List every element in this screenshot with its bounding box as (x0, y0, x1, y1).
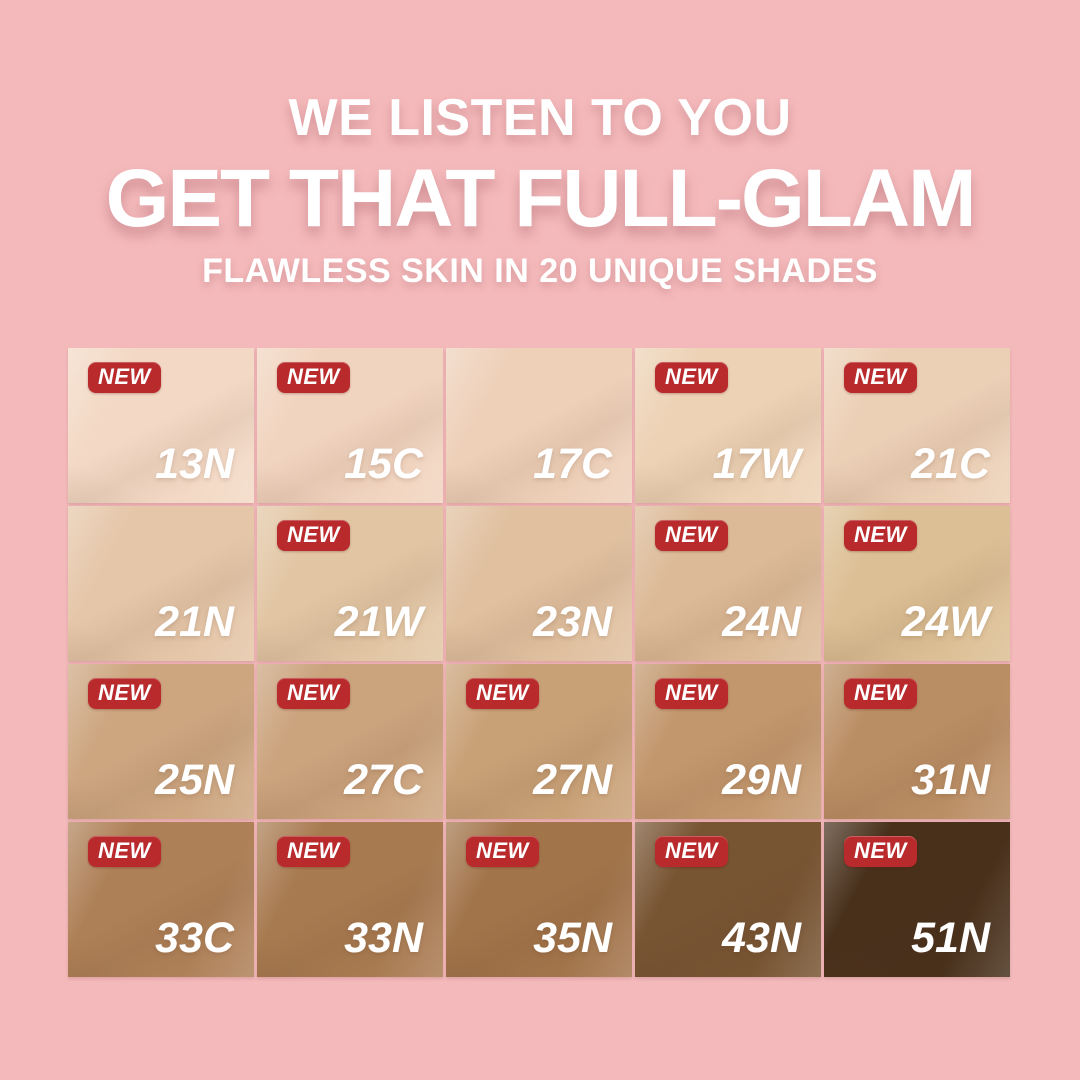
shade-code-label: 17C (533, 440, 612, 488)
shade-swatch: NEW 31N (824, 664, 1010, 819)
shade-code-label: 21W (334, 598, 423, 646)
shade-code-label: 27N (533, 756, 612, 804)
shade-swatch: NEW 27C (257, 664, 443, 819)
shade-code-label: 51N (911, 914, 990, 962)
new-badge: NEW (844, 678, 917, 710)
shade-code-label: 27C (344, 756, 423, 804)
new-badge: NEW (466, 836, 539, 868)
shade-code-label: 23N (533, 598, 612, 646)
shade-code-label: 17W (712, 440, 801, 488)
headline-subtitle: FLAWLESS SKIN IN 20 UNIQUE SHADES (202, 252, 878, 290)
shade-swatch: NEW 27N (446, 664, 632, 819)
shade-swatch: NEW 29N (635, 664, 821, 819)
shade-code-label: 29N (722, 756, 801, 804)
shade-code-label: 33N (344, 914, 423, 962)
new-badge: NEW (277, 520, 350, 552)
new-badge: NEW (466, 678, 539, 710)
shade-swatch: NEW 33N (257, 822, 443, 977)
shade-swatch: NEW 21N (68, 506, 254, 661)
shade-swatch: NEW 13N (68, 348, 254, 503)
shade-swatch: NEW 51N (824, 822, 1010, 977)
shade-swatch: NEW 17W (635, 348, 821, 503)
new-badge: NEW (844, 362, 917, 394)
shade-code-label: 21C (911, 440, 990, 488)
shade-swatch: NEW 21C (824, 348, 1010, 503)
new-badge: NEW (88, 836, 161, 868)
shade-code-label: 15C (344, 440, 423, 488)
shade-swatch: NEW 23N (446, 506, 632, 661)
new-badge: NEW (844, 836, 917, 868)
shade-code-label: 43N (722, 914, 801, 962)
shade-code-label: 33C (155, 914, 234, 962)
new-badge: NEW (88, 678, 161, 710)
shade-swatch: NEW 15C (257, 348, 443, 503)
shade-swatch: NEW 17C (446, 348, 632, 503)
headline-kicker: WE LISTEN TO YOU (288, 89, 792, 147)
new-badge: NEW (277, 836, 350, 868)
shade-code-label: 35N (533, 914, 612, 962)
shade-swatch: NEW 21W (257, 506, 443, 661)
new-badge: NEW (277, 362, 350, 394)
shade-grid: NEW 13N NEW 15C NEW 17C NEW 17W NEW 21C … (68, 348, 1010, 977)
shade-swatch: NEW 43N (635, 822, 821, 977)
new-badge: NEW (655, 362, 728, 394)
new-badge: NEW (655, 836, 728, 868)
shade-swatch: NEW 24N (635, 506, 821, 661)
shade-code-label: 24N (722, 598, 801, 646)
shade-code-label: 25N (155, 756, 234, 804)
shade-code-label: 24W (901, 598, 990, 646)
shade-code-label: 31N (911, 756, 990, 804)
shade-swatch: NEW 33C (68, 822, 254, 977)
shade-code-label: 13N (155, 440, 234, 488)
new-badge: NEW (844, 520, 917, 552)
headline-title: GET THAT FULL-GLAM (105, 153, 977, 244)
new-badge: NEW (277, 678, 350, 710)
shade-swatch: NEW 25N (68, 664, 254, 819)
shade-swatch: NEW 24W (824, 506, 1010, 661)
new-badge: NEW (655, 520, 728, 552)
new-badge: NEW (88, 362, 161, 394)
shade-swatch: NEW 35N (446, 822, 632, 977)
new-badge: NEW (655, 678, 728, 710)
shade-code-label: 21N (155, 598, 234, 646)
